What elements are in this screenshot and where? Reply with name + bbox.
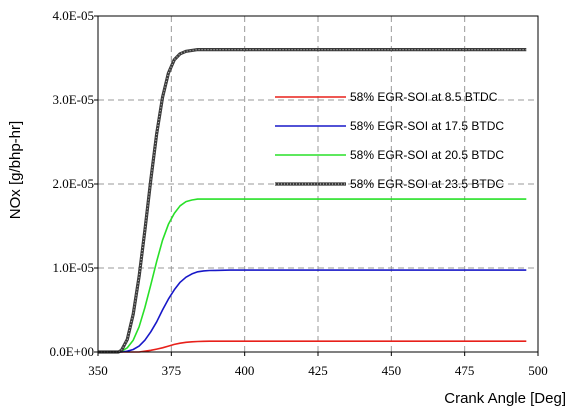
y-tick-label: 0.0E+00 <box>49 344 94 359</box>
y-tick-label: 2.0E-05 <box>52 176 94 191</box>
series-line-3 <box>98 198 527 353</box>
legend-label-2: 58% EGR-SOI at 17.5 BTDC <box>350 119 504 133</box>
x-tick-labels: 350 375 400 425 450 475 500 <box>88 352 548 378</box>
legend: 58% EGR-SOI at 8.5 BTDC 58% EGR-SOI at 17… <box>275 90 504 191</box>
x-tick-label: 375 <box>162 363 182 378</box>
x-tick-label: 400 <box>235 363 255 378</box>
y-tick-label: 1.0E-05 <box>52 260 94 275</box>
y-axis-title: NOx [g/bhp-hr] <box>7 121 24 219</box>
y-tick-label: 3.0E-05 <box>52 92 94 107</box>
y-tick-labels: 0.0E+00 1.0E-05 2.0E-05 3.0E-05 4.0E-05 <box>49 8 98 359</box>
series-line-1 <box>98 340 527 353</box>
x-tick-label: 350 <box>88 363 108 378</box>
series-line-4-texture <box>98 48 527 353</box>
x-tick-label: 450 <box>382 363 402 378</box>
legend-label-1: 58% EGR-SOI at 8.5 BTDC <box>350 90 498 104</box>
legend-label-3: 58% EGR-SOI at 20.5 BTDC <box>350 148 504 162</box>
x-tick-label: 500 <box>528 363 548 378</box>
series-line-2 <box>98 269 527 353</box>
x-tick-label: 475 <box>455 363 475 378</box>
y-tick-label: 4.0E-05 <box>52 8 94 23</box>
legend-label-4: 58% EGR-SOI at 23.5 BTDC <box>350 177 504 191</box>
x-tick-label: 425 <box>308 363 328 378</box>
x-axis-title: Crank Angle [Deg] <box>444 390 566 407</box>
